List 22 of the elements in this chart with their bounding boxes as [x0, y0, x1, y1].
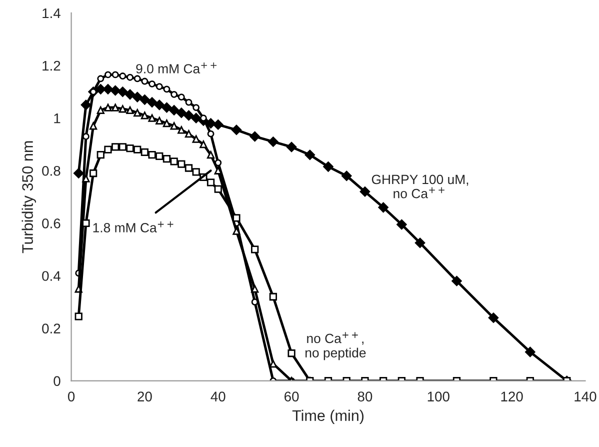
x-tick-label: 120 — [501, 392, 523, 402]
x-axis-title: Time (min) — [292, 410, 364, 424]
annotation: 1.8 mM Ca$^{++}$ — [93, 221, 174, 232]
annotation: 9.0 mM Ca$^{++}$ — [136, 62, 217, 74]
y-tick-label: 0.4 — [42, 271, 60, 281]
y-tick-label: 0.2 — [42, 324, 60, 334]
annotation: no Ca$^{++}$, no peptide — [306, 332, 366, 360]
y-axis-title: Turbidity 350 nm — [22, 141, 36, 254]
x-tick-label: 80 — [358, 392, 372, 402]
y-tick-label: 0.8 — [42, 166, 60, 176]
y-tick-label: 0.6 — [42, 218, 60, 228]
y-tick-label: 1.4 — [42, 8, 60, 18]
annotation: GHRPY 100 uM, no Ca$^{++}$ — [372, 174, 468, 198]
x-tick-label: 40 — [210, 392, 226, 402]
x-tick-label: 20 — [138, 392, 152, 402]
y-tick-label: 1.2 — [42, 60, 60, 71]
y-tick-label: 0 — [54, 376, 60, 386]
x-tick-label: 60 — [284, 392, 299, 402]
y-tick-label: 1 — [54, 114, 60, 124]
x-tick-label: 100 — [428, 392, 450, 402]
x-tick-label: 140 — [574, 392, 596, 402]
x-tick-label: 0 — [68, 392, 75, 402]
